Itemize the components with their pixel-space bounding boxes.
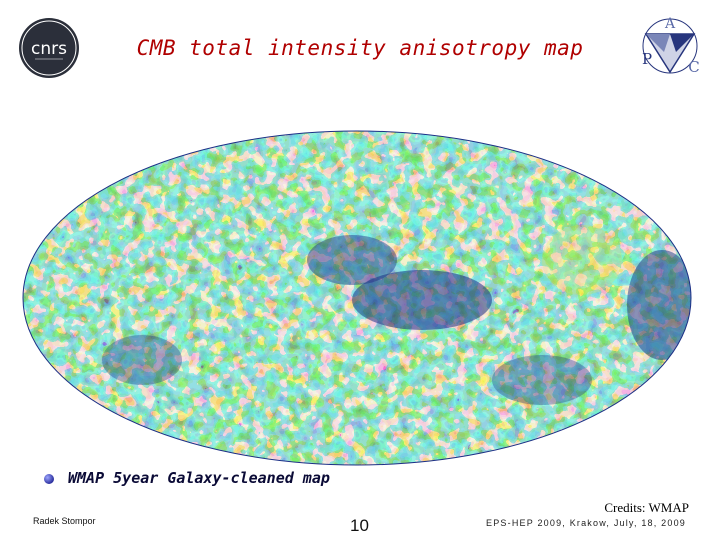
credits-text: Credits: WMAP <box>604 500 689 515</box>
cnrs-logo: cnrs <box>19 18 79 78</box>
apc-logo: A P C <box>642 16 700 76</box>
footer-event: EPS-HEP 2009, Krakow, July, 18, 2009 <box>486 518 686 528</box>
apc-letter-a: A <box>664 16 676 32</box>
page-number: 10 <box>350 516 369 535</box>
apc-letter-c: C <box>688 58 699 76</box>
cnrs-logo-text: cnrs <box>31 39 67 59</box>
bullet-icon <box>44 474 54 484</box>
apc-letter-p: P <box>642 50 652 68</box>
cmb-sky-map <box>22 130 692 466</box>
slide-title: CMB total intensity anisotropy map <box>136 36 584 60</box>
footer-author: Radek Stompor <box>33 516 96 526</box>
map-caption: WMAP 5year Galaxy-cleaned map <box>68 469 330 487</box>
